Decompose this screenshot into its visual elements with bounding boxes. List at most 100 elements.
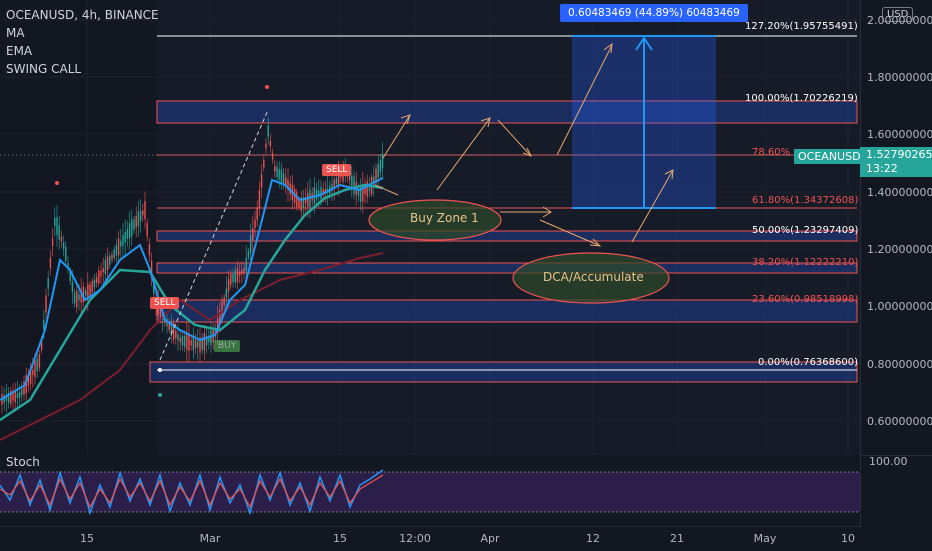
candle-body [67,262,69,268]
candle-body [54,217,56,226]
indicator-ma[interactable]: MA [6,26,25,40]
candle-body [381,153,384,169]
candle-body [304,199,307,204]
candle-body [95,277,98,284]
candle-body [159,302,162,319]
time-tick: 21 [670,532,684,545]
candle-body [51,238,54,247]
stoch-label[interactable]: Stoch [6,455,40,469]
candle-body [362,183,364,202]
candle-body [80,289,82,303]
time-tick: 15 [80,532,94,545]
symbol-title[interactable]: OCEANUSD, 4h, BINANCE [6,8,159,22]
candle-body [221,301,223,318]
candle-body [260,174,263,188]
price-chart[interactable] [0,0,860,526]
candle-body [137,211,140,227]
currency-button[interactable]: USD [882,7,914,22]
fib-label-100: 100.00%(1.70226219) [745,93,858,104]
candle-body [269,141,272,147]
candle-body [102,268,104,273]
candle-body [128,223,131,239]
measure-projection [572,35,716,209]
candle-body [93,279,96,288]
indicator-swing-call[interactable]: SWING CALL [6,62,82,76]
candle-body [199,337,201,353]
candle-body [203,333,206,351]
price-tick: 1.00000000 [867,300,932,313]
candle-body [359,187,362,202]
candle-body [265,143,267,149]
candle-body [315,189,318,200]
candle-body [181,336,184,346]
candle-body [16,393,19,399]
buy-zone-ellipse [368,199,502,241]
candle-body [296,192,298,207]
fib-label-50: 50.00%(1.23297409) [752,225,859,236]
candle-body [89,284,91,296]
candle-body [10,390,12,404]
ema-line [0,183,384,422]
candle-body [104,259,107,275]
candle-body [69,270,71,282]
candle-body [62,242,65,250]
candle-body [43,319,45,330]
candle-body [166,318,168,327]
buy-signal-tag: BUY [214,340,241,352]
candle-body [113,249,115,258]
fib-label-1272: 127.20%(1.95755491) [745,21,858,32]
candle-body [192,336,195,351]
candle-body [117,238,120,256]
candle-body [49,257,52,269]
candle-body [254,219,256,229]
candle-body [227,278,230,292]
candle-body [32,370,34,376]
time-tick: Mar [199,532,221,545]
candle-body [230,274,232,285]
time-tick: Apr [480,532,500,545]
candle-body [115,245,118,256]
time-tick: 15 [333,532,347,545]
candle-body [232,273,234,283]
candle-body [168,321,170,330]
candle-body [106,256,109,271]
candle-body [21,388,23,396]
candle-body [285,177,287,186]
candle-body [208,336,210,343]
candle-body [194,339,197,348]
chart-legend: OCEANUSD, 4h, BINANCE MA EMA SWING CALL [6,6,159,78]
stoch-axis[interactable]: 100.00 [860,455,932,527]
candle-body [280,169,283,184]
dca-zone-ellipse [512,252,670,304]
candle-body [322,189,324,195]
candle-body [135,215,137,228]
candle-body [223,297,225,305]
candle-body [210,330,212,345]
candle-body [337,170,340,187]
candle-body [377,163,379,178]
fib-label-236: 23.60%(0.98518998) [752,294,859,305]
candle-body [7,392,10,403]
stoch-level: 100.00 [869,455,908,468]
candle-body [252,228,254,240]
candle-body [122,235,124,246]
candle-body [100,270,102,277]
candle-body [201,337,203,350]
fib-label-618: 61.80%(1.34372608) [752,195,859,206]
candle-body [238,271,241,276]
time-tick: 12 [586,532,600,545]
candle-body [27,374,30,387]
candle-body [47,277,49,289]
candle-body [190,340,192,346]
ma-fast-line [0,177,384,401]
price-axis[interactable]: 2.00000000 1.80000000 1.60000000 1.40000… [860,0,932,455]
candle-body [287,179,289,191]
fib-label-0: 0.00%(0.76368600) [758,357,859,368]
time-axis[interactable]: 15 Mar 15 12:00 Apr 12 21 May 10 [0,526,860,551]
indicator-ema[interactable]: EMA [6,44,33,58]
candle-body [76,290,78,308]
candle-body [216,318,219,333]
candle-body [71,281,74,293]
price-tick: 1.40000000 [867,186,932,199]
candle-body [348,175,351,181]
